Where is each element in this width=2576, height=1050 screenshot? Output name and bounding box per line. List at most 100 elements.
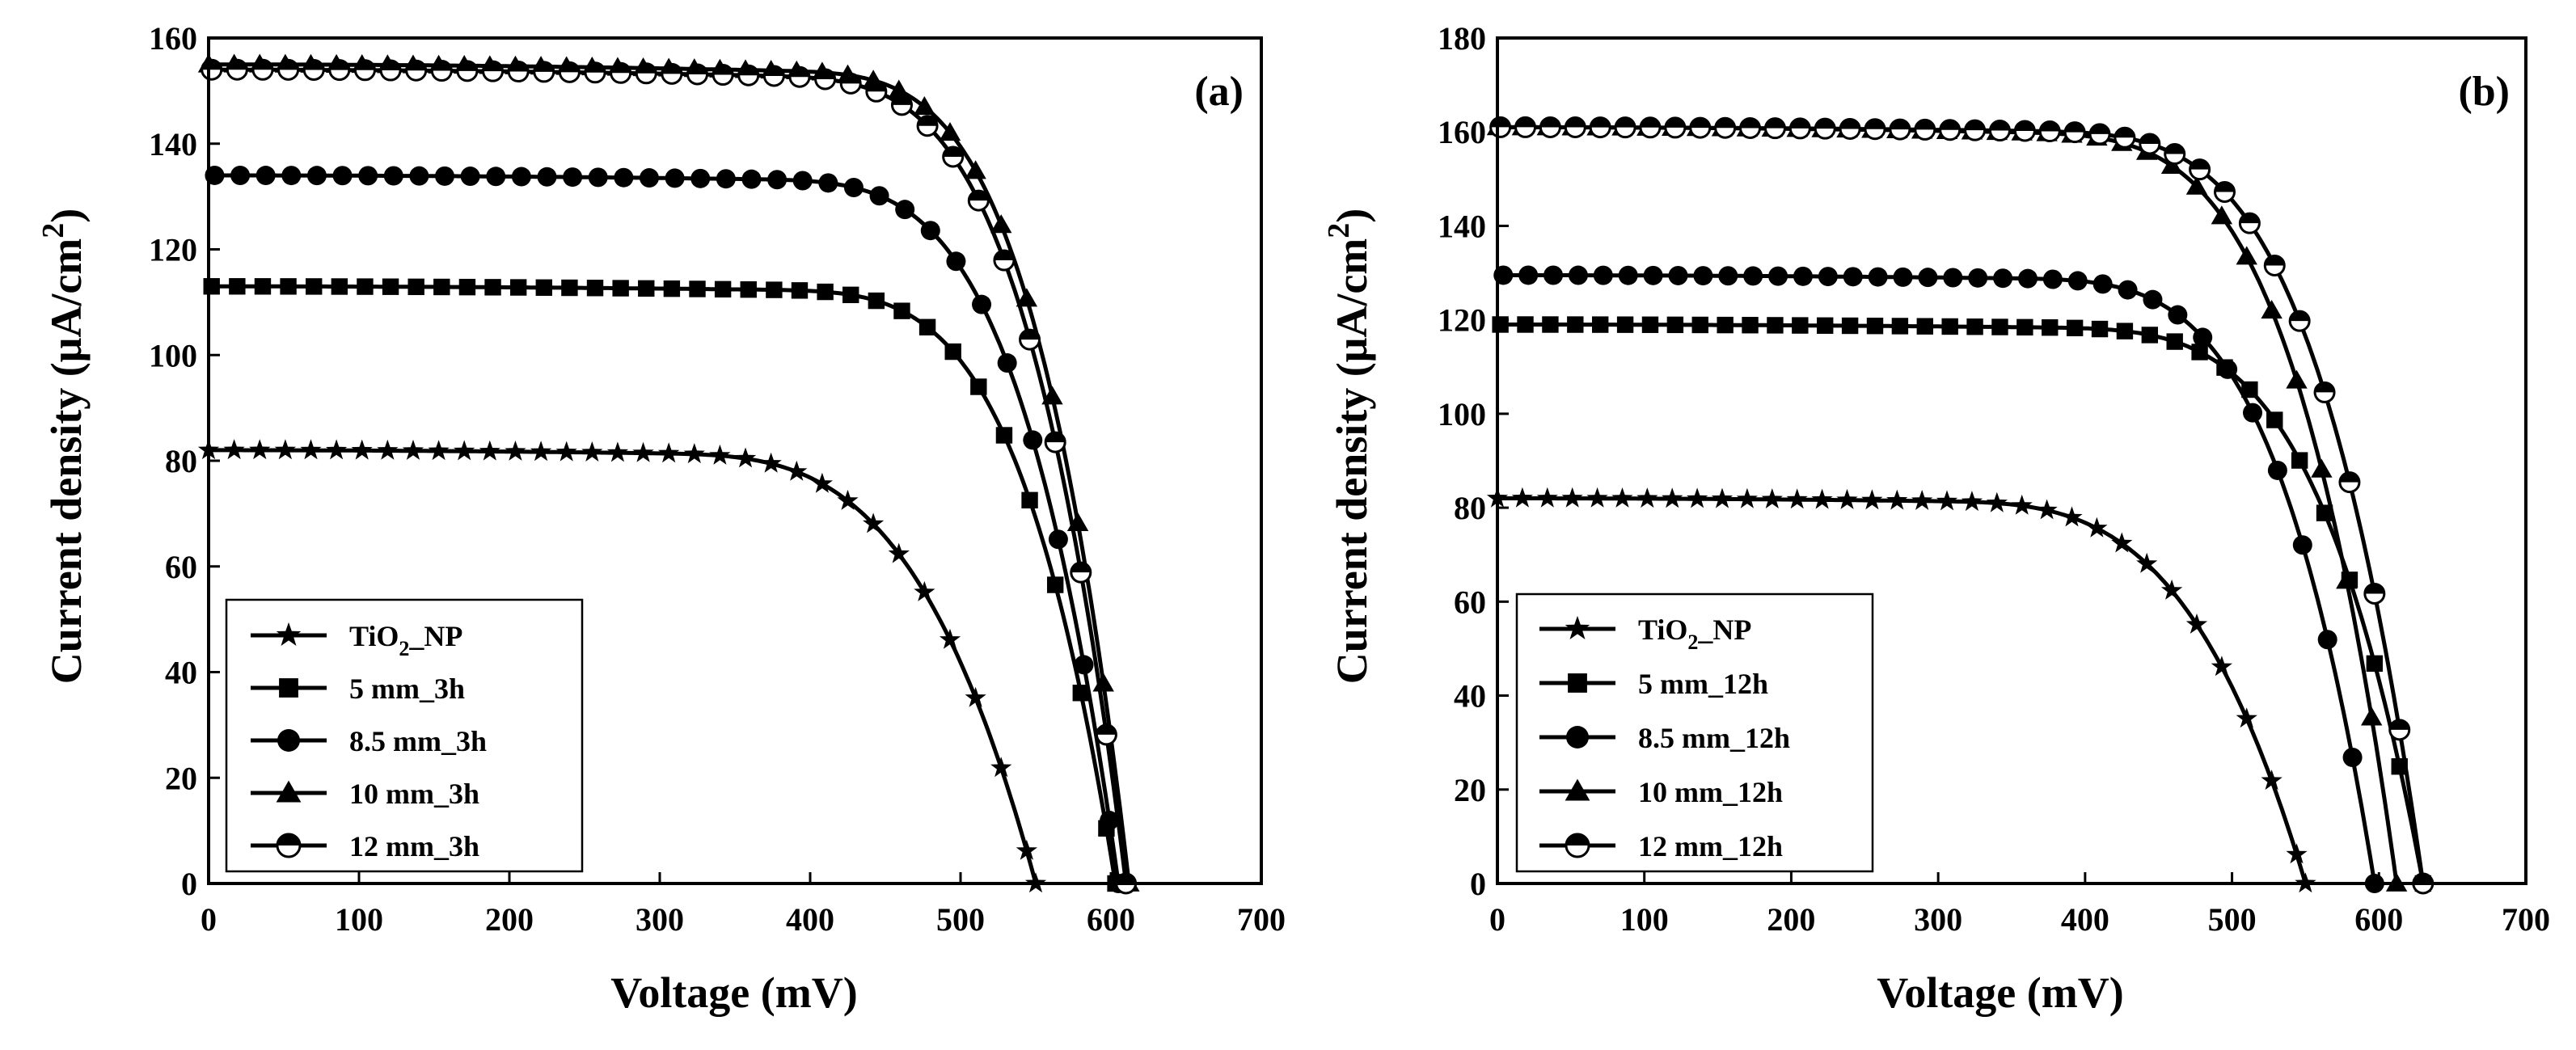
panel-a-point-12-mm-3h-35 [1095,723,1117,746]
panel-b-point-8-5-mm-12h-30 [2243,403,2263,423]
panel-b-point-12-mm-12h-31 [2263,254,2286,276]
panel-a-point-5-mm-3h-20 [714,280,732,298]
panel-b-point-5-mm-12h-21 [2016,318,2033,336]
panel-b-point-tio2-np-23 [2061,506,2083,527]
panel-b-point-5-mm-12h-22 [2042,319,2059,336]
panel-b-point-10-mm-12h-35 [2361,706,2383,726]
panel-a-point-5-mm-3h-7 [382,278,399,295]
panel-a-point-5-mm-3h-3 [280,278,297,295]
panel-a-point-12-mm-3h-13 [533,61,555,83]
panel-b-y-tick-label-7: 140 [1438,208,1486,244]
panel-a-point-5-mm-3h-33 [1046,576,1064,593]
panel-b-point-5-mm-12h-17 [1916,318,1933,335]
panel-a-point-12-mm-3h-26 [865,80,888,103]
panel-a-point-12-mm-3h-14 [558,61,581,83]
panel-b-point-12-mm-12h-5 [1614,116,1636,139]
panel-b-point-12-mm-12h-2-fill [1540,117,1560,128]
panel-a: (a) Voltage (mV) Current density (μA/cm2… [36,20,1286,1017]
panel-a-point-tio2-np-6 [351,439,373,460]
panel-a-point-5-mm-3h-32 [1021,491,1038,509]
panel-b-point-12-mm-12h-33-fill [2315,382,2335,393]
panel-b-point-12-mm-12h-1 [1514,116,1537,138]
panel-b-point-8-5-mm-12h-33 [2317,630,2337,650]
panel-b-point-5-mm-12h-13 [1817,317,1834,334]
panel-b-point-12-mm-12h-11-fill [1765,118,1785,129]
panel-b-point-8-5-mm-12h-9 [1718,266,1738,286]
panel-b-point-10-mm-12h-28 [2185,175,2208,195]
panel-b-point-12-mm-12h-24 [2088,123,2111,145]
panel-a-point-8-5-mm-3h-24 [818,173,838,193]
panel-b-legend-marker-tio2-np [1565,615,1590,639]
panel-a-point-tio2-np-14 [555,441,577,462]
panel-a-x-tick-label-5: 500 [936,901,985,938]
panel-b-legend-item-5-mm-12h: 5 mm_12h [1539,668,1768,700]
panel-a-point-12-mm-3h-33-fill [1045,432,1066,443]
panel-b-series-5-mm-12h [1492,316,2431,892]
panel-b-point-8-5-mm-12h-27 [2168,305,2188,325]
panel-a-point-12-mm-3h-10-fill [457,61,477,71]
panel-b-point-tio2-np-32 [2286,843,2308,864]
panel-b-legend: TiO2_NP 5 mm_12h 8.5 mm_12h 10 mm_12h 12 mm_… [1515,592,1874,873]
panel-b-point-8-5-mm-12h-13 [1818,267,1838,287]
panel-b-point-tio2-np-4 [1586,487,1608,508]
panel-a-point-12-mm-3h-30-fill [969,191,989,201]
panel-b-point-tio2-np-3 [1561,487,1583,508]
panel-b-point-8-5-mm-12h-8 [1693,266,1713,286]
panel-b-point-12-mm-12h-13-fill [1815,119,1835,129]
panel-a-y-tick-label-3: 60 [165,549,197,585]
panel-a-point-12-mm-3h-12 [507,61,530,83]
panel-b-point-12-mm-12h-29 [2213,180,2236,203]
panel-a-point-tio2-np-23 [786,460,808,481]
panel-a-point-12-mm-3h-28-fill [918,116,938,126]
panel-b-point-12-mm-12h-17 [1914,118,1936,141]
panel-b-point-12-mm-12h-13 [1814,117,1836,140]
panel-b-point-12-mm-12h-19-fill [1965,120,1985,131]
panel-a-point-12-mm-3h-24-fill [815,69,835,79]
panel-a-point-tio2-np-32 [1016,839,1037,860]
panel-a-y-tick-label-1: 20 [165,760,197,796]
panel-a-point-tio2-np-19 [683,443,705,464]
panel-b-point-tio2-np-30 [2236,707,2257,728]
panel-a-y-tick-label-0: 0 [181,866,197,902]
panel-b-point-12-mm-12h-26-fill [2139,133,2160,144]
panel-a-point-8-5-mm-3h-27 [895,200,915,220]
panel-a-point-8-5-mm-3h-11 [486,167,506,187]
panel-a-label: (a) [1194,69,1244,115]
panel-b-legend-marker-12-mm-12h [1565,833,1590,858]
panel-a-point-tio2-np-15 [581,441,603,462]
panel-b-point-12-mm-12h-5-fill [1615,117,1636,128]
panel-b-y-tick-label-0: 0 [1470,866,1486,902]
panel-a-point-5-mm-3h-14 [561,279,578,297]
panel-b-point-5-mm-12h-33 [2316,504,2333,521]
panel-b-legend-marker-12-mm-12h-fill [1566,834,1589,845]
panel-b-y-tick-label-9: 180 [1438,20,1486,57]
panel-b-point-8-5-mm-12h-5 [1618,265,1638,285]
panel-b-point-12-mm-12h-17-fill [1915,120,1935,130]
panel-b-point-12-mm-12h-37-fill [2413,874,2433,883]
panel-b-point-12-mm-12h-9-fill [1715,118,1735,129]
panel-b-point-tio2-np-27 [2160,579,2183,600]
panel-a-point-10-mm-3h-30 [965,160,986,179]
panel-b-point-12-mm-12h-28-fill [2190,159,2210,170]
panel-a-point-10-mm-3h-31 [990,214,1012,234]
panel-a-point-5-mm-3h-22 [766,281,783,298]
panel-b-y-tick-label-6: 120 [1438,302,1486,339]
panel-a-point-5-mm-3h-18 [663,280,681,297]
panel-a-point-5-mm-3h-21 [740,280,757,298]
panel-a-point-tio2-np-11 [479,440,500,461]
panel-a-point-12-mm-3h-19 [686,63,708,86]
panel-b-point-12-mm-12h-14 [1839,117,1861,140]
panel-a-y-axis-title: Current density (μA/cm2) [36,209,91,685]
panel-b-legend-label-8-5-mm-12h: 8.5 mm_12h [1638,722,1790,754]
panel-a-point-12-mm-3h-20 [712,64,734,86]
panel-b-point-tio2-np-13 [1811,488,1833,509]
panel-b-legend-entries: TiO2_NP 5 mm_12h 8.5 mm_12h 10 mm_12h 12 mm_… [1539,614,1790,862]
panel-a-point-5-mm-3h-23 [791,282,809,299]
panel-b-point-8-5-mm-12h-4 [1593,265,1613,285]
panel-b-point-12-mm-12h-21 [2013,120,2036,142]
panel-b-point-12-mm-12h-2 [1539,116,1561,138]
panel-a-point-12-mm-3h-8-fill [406,61,426,71]
panel-b-point-8-5-mm-12h-10 [1743,266,1763,286]
panel-a-point-8-5-mm-3h-23 [792,171,813,191]
panel-a-legend-label-8-5-mm-3h: 8.5 mm_3h [349,725,487,757]
